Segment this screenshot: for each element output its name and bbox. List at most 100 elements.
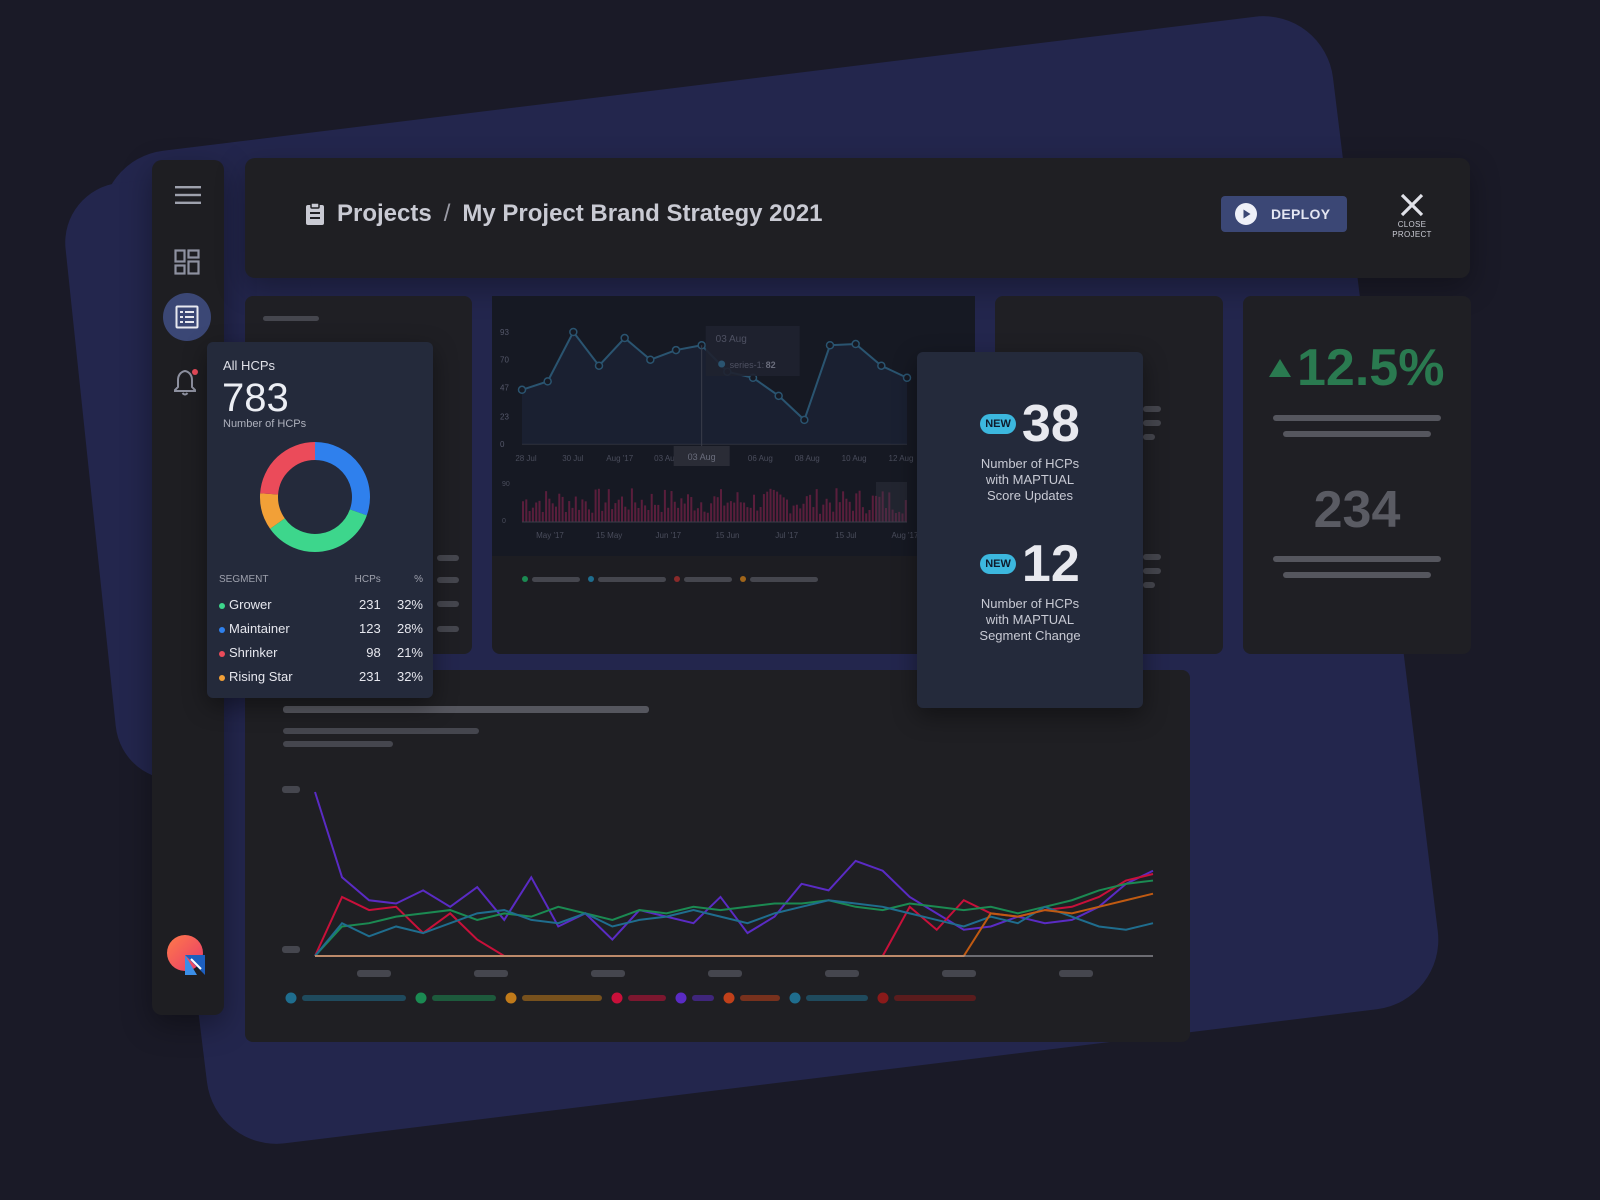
navigator-bar — [898, 511, 901, 522]
navigator-bar — [680, 498, 683, 522]
clipboard-icon — [306, 202, 324, 225]
navigator-bar — [756, 510, 759, 522]
x-tick-label: 28 Jul — [515, 454, 537, 463]
placeholder-line — [1143, 420, 1161, 426]
navigator-bar — [861, 507, 864, 522]
placeholder-line — [437, 601, 459, 607]
navigator-bar — [726, 502, 729, 522]
navigator-bar — [700, 502, 703, 522]
x-tick-placeholder — [357, 970, 391, 977]
navigator-bar — [786, 499, 788, 522]
trend-chart — [282, 786, 1154, 1004]
navigator-bar — [762, 494, 765, 522]
tooltip-dot — [718, 360, 726, 368]
navigator-bar — [822, 504, 825, 522]
navigator-bar — [591, 512, 594, 522]
deploy-button[interactable]: DEPLOY — [1221, 196, 1347, 232]
navigator-bar — [660, 511, 663, 522]
data-point — [851, 339, 860, 349]
placeholder-line — [1283, 572, 1431, 578]
placeholder-line — [1273, 415, 1441, 421]
segment-hcps: 123 — [359, 621, 381, 636]
app-logo — [167, 935, 207, 975]
series-line — [314, 899, 1154, 957]
list-icon[interactable] — [163, 293, 211, 341]
navigator-bar — [720, 489, 722, 522]
segment-color-dot — [219, 626, 225, 633]
navigator-bar — [782, 497, 785, 522]
navigator-bar — [875, 495, 878, 522]
close-project-button[interactable]: CLOSE PROJECT — [1387, 192, 1437, 240]
table-row[interactable]: Shrinker 98 21% — [219, 641, 423, 665]
breadcrumb: Projects / My Project Brand Strategy 202… — [305, 200, 823, 228]
series-line — [314, 879, 1154, 957]
segment-pct: 28% — [396, 621, 423, 636]
navigator-bar — [729, 501, 732, 522]
y-tick-label: 47 — [500, 383, 509, 392]
legend-dot — [723, 992, 735, 1004]
navigator-bar — [888, 492, 891, 522]
y-tick-placeholder — [282, 946, 300, 953]
placeholder-line — [437, 577, 459, 583]
navigator-bar — [736, 492, 739, 522]
navigator-bar — [716, 497, 719, 522]
donut-slice-maintainer — [314, 442, 370, 516]
navigator-bar — [663, 489, 666, 522]
navigator-bar — [564, 512, 567, 522]
table-row[interactable]: Maintainer 123 28% — [219, 617, 423, 641]
navigator-bar — [525, 499, 528, 522]
navigator-bar — [654, 504, 656, 522]
navigator-bar — [683, 503, 686, 522]
navigator-bar — [545, 491, 548, 522]
navigator-bar — [835, 488, 838, 522]
segment-pct: 32% — [396, 597, 423, 612]
navigator-bar — [858, 490, 861, 522]
navigator-bar — [789, 513, 792, 522]
table-row[interactable]: Rising Star 231 32% — [219, 665, 423, 689]
placeholder-line — [1273, 556, 1441, 562]
navigator-x-label: Jun '17 — [656, 531, 682, 540]
navigator-bar — [670, 491, 673, 522]
legend-dot — [789, 992, 801, 1004]
legend-label-placeholder — [432, 995, 496, 1001]
navigator-bar — [630, 488, 633, 522]
navigator-bar — [581, 499, 584, 522]
hcp-count-label: Number of HCPs — [223, 418, 307, 430]
legend-dot — [675, 992, 687, 1004]
placeholder-line — [437, 626, 459, 632]
navigator-bar — [812, 507, 815, 522]
navigator-x-label: 15 Jun — [715, 531, 739, 540]
x-tick-placeholder — [708, 970, 742, 977]
navigator-bar — [604, 502, 607, 522]
placeholder-line — [437, 555, 459, 561]
navigator-bar — [640, 499, 643, 522]
navigator-bar — [815, 489, 818, 522]
dashboard-icon[interactable] — [163, 238, 211, 286]
donut-slice-shrinker — [260, 442, 316, 495]
segment-table: SEGMENT HCPs % Grower 231 32% Maintainer… — [219, 574, 423, 689]
placeholder-line — [1143, 406, 1161, 412]
navigator-bar — [766, 491, 769, 522]
bell-icon[interactable] — [163, 358, 211, 406]
navigator-bar — [621, 496, 623, 522]
navigator-bar — [852, 510, 854, 522]
kpi-card: 12.5% 234 — [1243, 296, 1471, 654]
data-point — [671, 345, 681, 355]
navigator-bar — [538, 500, 541, 522]
column-header: HCPs — [354, 574, 381, 585]
navigator-bar — [571, 507, 574, 522]
navigator-bar — [723, 505, 726, 522]
x-tick-label: 30 Jul — [562, 454, 584, 463]
table-row[interactable]: Grower 231 32% — [219, 593, 423, 617]
data-point — [517, 385, 527, 395]
navigator-bar — [647, 510, 650, 522]
breadcrumb-root-link[interactable]: Projects — [337, 200, 432, 227]
legend-label-placeholder — [806, 995, 868, 1001]
menu-icon[interactable] — [164, 171, 212, 219]
line-area — [522, 332, 907, 444]
segment-color-dot — [219, 674, 225, 681]
segment-color-dot — [219, 650, 225, 657]
navigator-bar — [677, 507, 680, 522]
